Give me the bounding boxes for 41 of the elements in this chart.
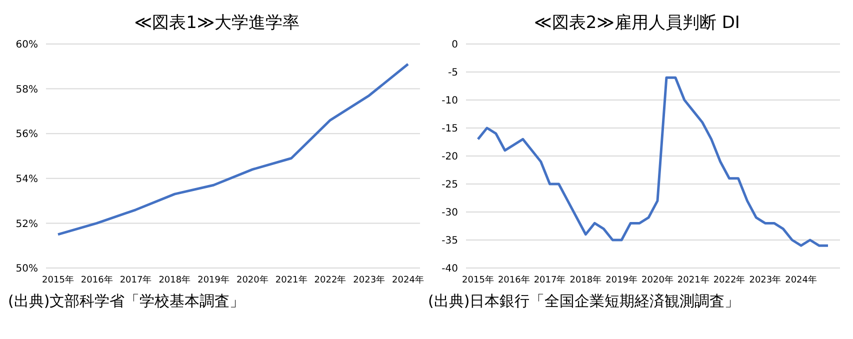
x-tick-label: 2022年 [713,274,746,286]
text: (出典)日本銀行「全国企業短期経済観測調査」 [428,292,741,311]
chart-title: ≪図表2≫雇用人員判断 DI [533,12,741,35]
chart-title: ≪図表1≫大学進学率 [133,12,301,35]
y-tick-label: -30 [442,208,458,219]
x-tick-label: 2017年 [534,274,566,286]
x-tick-label: 2019年 [198,274,230,286]
text: (出典)文部科学省「学校基本調査」 [8,292,246,311]
line-series [56,62,410,236]
x-tick-label: 2021年 [677,274,710,286]
x-tick-label: 2018年 [570,274,602,286]
x-tick-label: 2023年 [353,274,386,286]
y-tick-label: 54% [16,174,38,185]
x-tick-label: 2016年 [498,274,530,286]
y-tick-label: 0 [452,40,458,51]
x-tick-label: 2021年 [275,274,308,286]
y-tick-label: -20 [442,152,458,163]
x-tick-label: 2023年 [749,274,782,286]
x-tick-label: 2019年 [606,274,638,286]
x-tick-label: 2020年 [642,274,674,286]
x-tick-label: 2024年 [785,274,818,286]
y-tick-label: 58% [16,84,38,96]
x-tick-label: 2017年 [120,274,152,286]
y-tick-label: -35 [442,236,458,247]
y-tick-label: 56% [16,129,38,140]
y-tick-label: -15 [442,124,458,135]
x-tick-label: 2020年 [236,274,268,286]
y-tick-label: 60% [16,40,38,51]
x-tick-label: 2018年 [158,274,191,286]
y-tick-label: -40 [442,264,458,275]
y-tick-label: -5 [448,68,458,79]
y-tick-label: -25 [442,180,458,191]
x-tick-label: 2015年 [462,274,494,286]
x-tick-label: 2016年 [80,274,113,286]
x-tick-label: 2022年 [314,274,346,286]
x-tick-label: 2024年 [392,274,424,286]
y-tick-label: 50% [16,264,38,275]
line-series [476,76,830,247]
x-tick-label: 2015年 [42,274,74,286]
y-tick-label: -10 [442,96,458,107]
y-tick-label: 52% [16,218,38,230]
